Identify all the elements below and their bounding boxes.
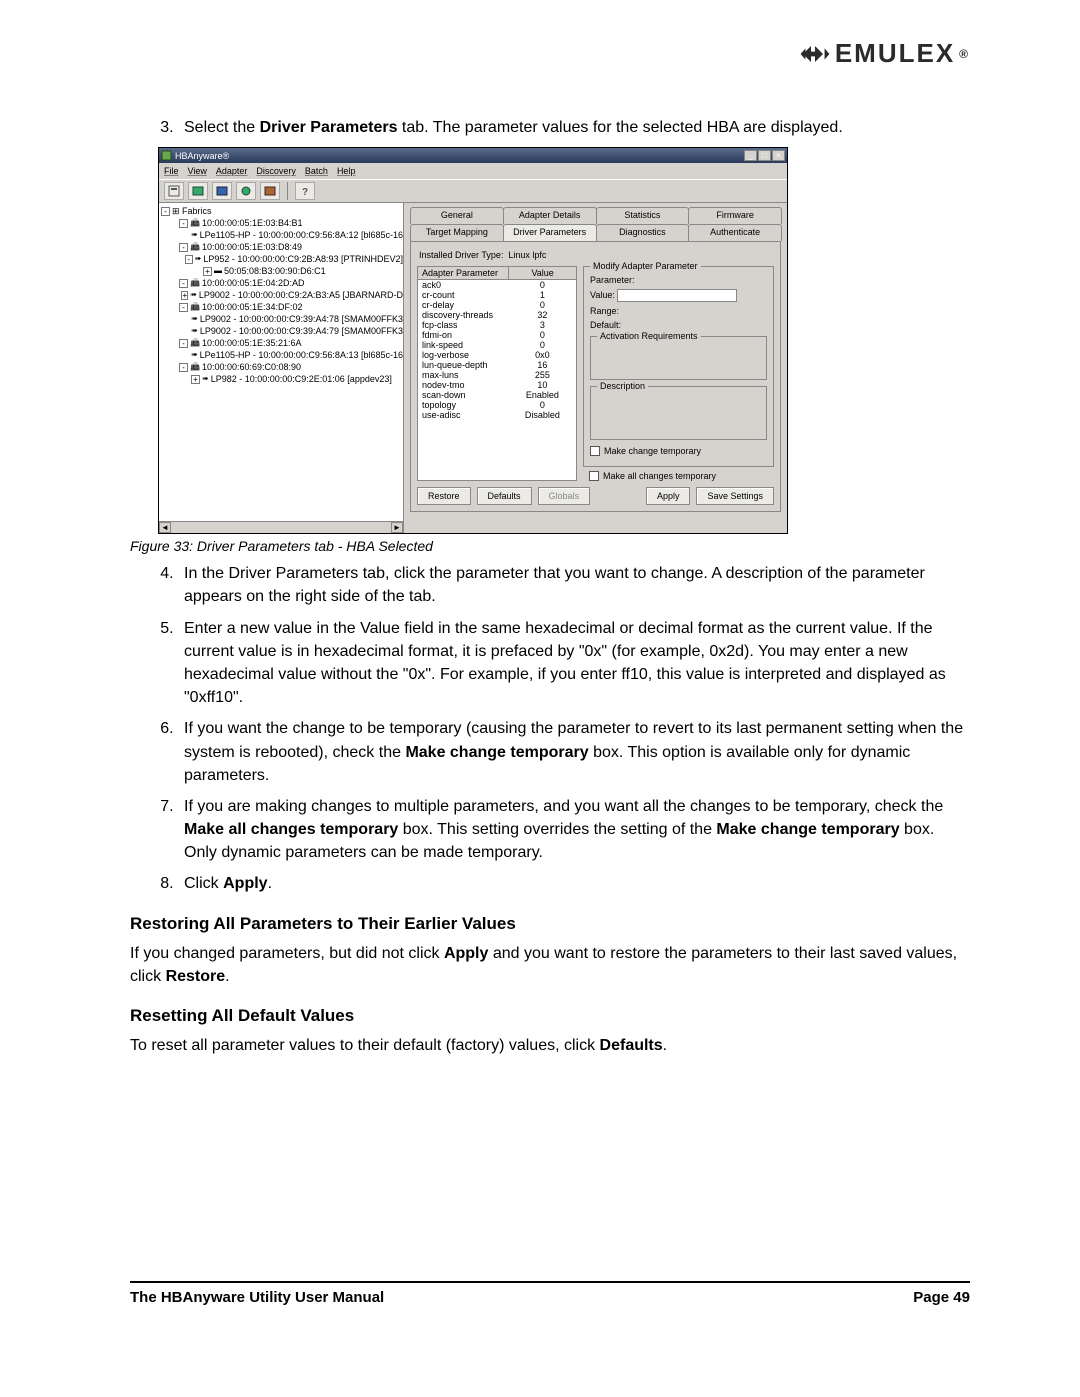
param-row[interactable]: cr-count1	[418, 290, 576, 300]
toolbar-btn-1[interactable]	[164, 182, 184, 200]
tree-item[interactable]: -📠10:00:00:05:1E:34:DF:02	[161, 301, 403, 313]
menu-discovery[interactable]: Discovery	[256, 166, 296, 176]
param-row[interactable]: fdmi-on0	[418, 330, 576, 340]
make-all-changes-temporary-checkbox[interactable]: Make all changes temporary	[589, 471, 774, 481]
para-restore: If you changed parameters, but did not c…	[130, 942, 970, 988]
tab-authenticate[interactable]: Authenticate	[688, 224, 782, 241]
tab-driver-parameters[interactable]: Driver Parameters	[503, 224, 597, 241]
param-row[interactable]: log-verbose0x0	[418, 350, 576, 360]
toolbar-btn-5[interactable]	[260, 182, 280, 200]
tree-item[interactable]: +➠LP982 - 10:00:00:00:C9:2E:01:06 [appde…	[161, 373, 403, 385]
toolbar-btn-2[interactable]	[188, 182, 208, 200]
figure-caption: Figure 33: Driver Parameters tab - HBA S…	[130, 538, 970, 554]
scroll-left-icon[interactable]: ◄	[159, 522, 171, 533]
tab-statistics[interactable]: Statistics	[596, 207, 690, 224]
menubar: File View Adapter Discovery Batch Help	[159, 163, 787, 179]
footer-rule	[130, 1281, 970, 1283]
step-8: Click Apply.	[178, 872, 970, 895]
param-row[interactable]: nodev-tmo10	[418, 380, 576, 390]
tree-item[interactable]: -📠10:00:00:05:1E:03:B4:B1	[161, 217, 403, 229]
brand-icon	[799, 42, 831, 66]
param-row[interactable]: fcp-class3	[418, 320, 576, 330]
tree-item[interactable]: -📠10:00:00:60:69:C0:08:90	[161, 361, 403, 373]
param-row[interactable]: cr-delay0	[418, 300, 576, 310]
tree-scrollbar[interactable]: ◄ ►	[159, 521, 403, 533]
activation-requirements-box: Activation Requirements	[590, 336, 767, 380]
heading-restore: Restoring All Parameters to Their Earlie…	[130, 914, 970, 934]
tab-firmware[interactable]: Firmware	[688, 207, 782, 224]
scroll-right-icon[interactable]: ►	[391, 522, 403, 533]
tree-item[interactable]: ➠LP9002 - 10:00:00:00:C9:39:A4:78 [SMAM0…	[161, 313, 403, 325]
param-row[interactable]: discovery-threads32	[418, 310, 576, 320]
param-row[interactable]: link-speed0	[418, 340, 576, 350]
param-row[interactable]: scan-downEnabled	[418, 390, 576, 400]
apply-button[interactable]: Apply	[646, 487, 691, 505]
tab-general[interactable]: General	[410, 207, 504, 224]
step-4: In the Driver Parameters tab, click the …	[178, 562, 970, 608]
menu-batch[interactable]: Batch	[305, 166, 328, 176]
brand-text: EMULEX	[835, 38, 955, 69]
step-5: Enter a new value in the Value field in …	[178, 617, 970, 710]
menu-file[interactable]: File	[164, 166, 179, 176]
description-box: Description	[590, 386, 767, 440]
brand-logo: EMULEX®	[799, 38, 970, 69]
tree-item[interactable]: -📠10:00:00:05:1E:03:D8:49	[161, 241, 403, 253]
tab-body: Installed Driver Type: Linux lpfc Adapte…	[410, 241, 781, 512]
param-row[interactable]: use-adiscDisabled	[418, 410, 576, 420]
defaults-button[interactable]: Defaults	[477, 487, 532, 505]
heading-reset: Resetting All Default Values	[130, 1006, 970, 1026]
right-pane: General Adapter Details Statistics Firmw…	[404, 203, 787, 533]
toolbar-btn-4[interactable]	[236, 182, 256, 200]
driver-type: Installed Driver Type: Linux lpfc	[419, 250, 774, 260]
value-input[interactable]	[617, 289, 737, 302]
tree-root[interactable]: -⊞ Fabrics	[161, 205, 403, 217]
tab-target-mapping[interactable]: Target Mapping	[410, 224, 504, 241]
button-row: Restore Defaults Globals Apply Save Sett…	[417, 487, 774, 505]
footer-left: The HBAnyware Utility User Manual	[130, 1289, 384, 1306]
globals-button[interactable]: Globals	[538, 487, 591, 505]
step-7: If you are making changes to multiple pa…	[178, 795, 970, 865]
toolbar-btn-3[interactable]	[212, 182, 232, 200]
make-change-temporary-checkbox[interactable]: Make change temporary	[590, 446, 767, 456]
close-button[interactable]: ×	[772, 150, 785, 161]
param-header-value: Value	[509, 267, 576, 279]
tree-item[interactable]: +▬50:05:08:B3:00:90:D6:C1	[161, 265, 403, 277]
tree-item[interactable]: -➠LP952 - 10:00:00:00:C9:2B:A8:93 [PTRIN…	[161, 253, 403, 265]
param-row[interactable]: max-luns255	[418, 370, 576, 380]
toolbar: ?	[159, 179, 787, 203]
step-6: If you want the change to be temporary (…	[178, 717, 970, 787]
tree-item[interactable]: +➠LP9002 - 10:00:00:00:C9:2A:B3:A5 [JBAR…	[161, 289, 403, 301]
menu-help[interactable]: Help	[337, 166, 356, 176]
tab-adapter-details[interactable]: Adapter Details	[503, 207, 597, 224]
tree-item[interactable]: ➠LPe1105-HP - 10:00:00:00:C9:56:8A:12 [b…	[161, 229, 403, 241]
param-header-name: Adapter Parameter	[418, 267, 509, 279]
param-row[interactable]: ack00	[418, 280, 576, 290]
screenshot: HBAnyware® _ □ × File View Adapter Disco…	[158, 147, 788, 534]
param-row[interactable]: lun-queue-depth16	[418, 360, 576, 370]
maximize-button[interactable]: □	[758, 150, 771, 161]
toolbar-help-icon[interactable]: ?	[295, 182, 315, 200]
footer-right: Page 49	[913, 1289, 970, 1306]
window-title: HBAnyware®	[175, 151, 229, 161]
window-titlebar: HBAnyware® _ □ ×	[159, 148, 787, 163]
save-settings-button[interactable]: Save Settings	[696, 487, 774, 505]
para-reset: To reset all parameter values to their d…	[130, 1034, 970, 1057]
tree-item[interactable]: -📠10:00:00:05:1E:35:21:6A	[161, 337, 403, 349]
app-icon	[161, 150, 172, 161]
modify-parameter-box: Modify Adapter Parameter Parameter: Valu…	[583, 266, 774, 467]
tree-item[interactable]: ➠LP9002 - 10:00:00:00:C9:39:A4:79 [SMAM0…	[161, 325, 403, 337]
menu-adapter[interactable]: Adapter	[216, 166, 248, 176]
tree-item[interactable]: ➠LPe1105-HP - 10:00:00:00:C9:56:8A:13 [b…	[161, 349, 403, 361]
param-row[interactable]: topology0	[418, 400, 576, 410]
tab-diagnostics[interactable]: Diagnostics	[596, 224, 690, 241]
svg-text:?: ?	[302, 187, 308, 197]
restore-button[interactable]: Restore	[417, 487, 471, 505]
step-3: Select the Driver Parameters tab. The pa…	[178, 116, 970, 139]
menu-view[interactable]: View	[188, 166, 207, 176]
tree-pane: -⊞ Fabrics-📠10:00:00:05:1E:03:B4:B1➠LPe1…	[159, 203, 404, 533]
minimize-button[interactable]: _	[744, 150, 757, 161]
parameter-list[interactable]: Adapter Parameter Value ack00cr-count1cr…	[417, 266, 577, 481]
tree-item[interactable]: -📠10:00:00:05:1E:04:2D:AD	[161, 277, 403, 289]
